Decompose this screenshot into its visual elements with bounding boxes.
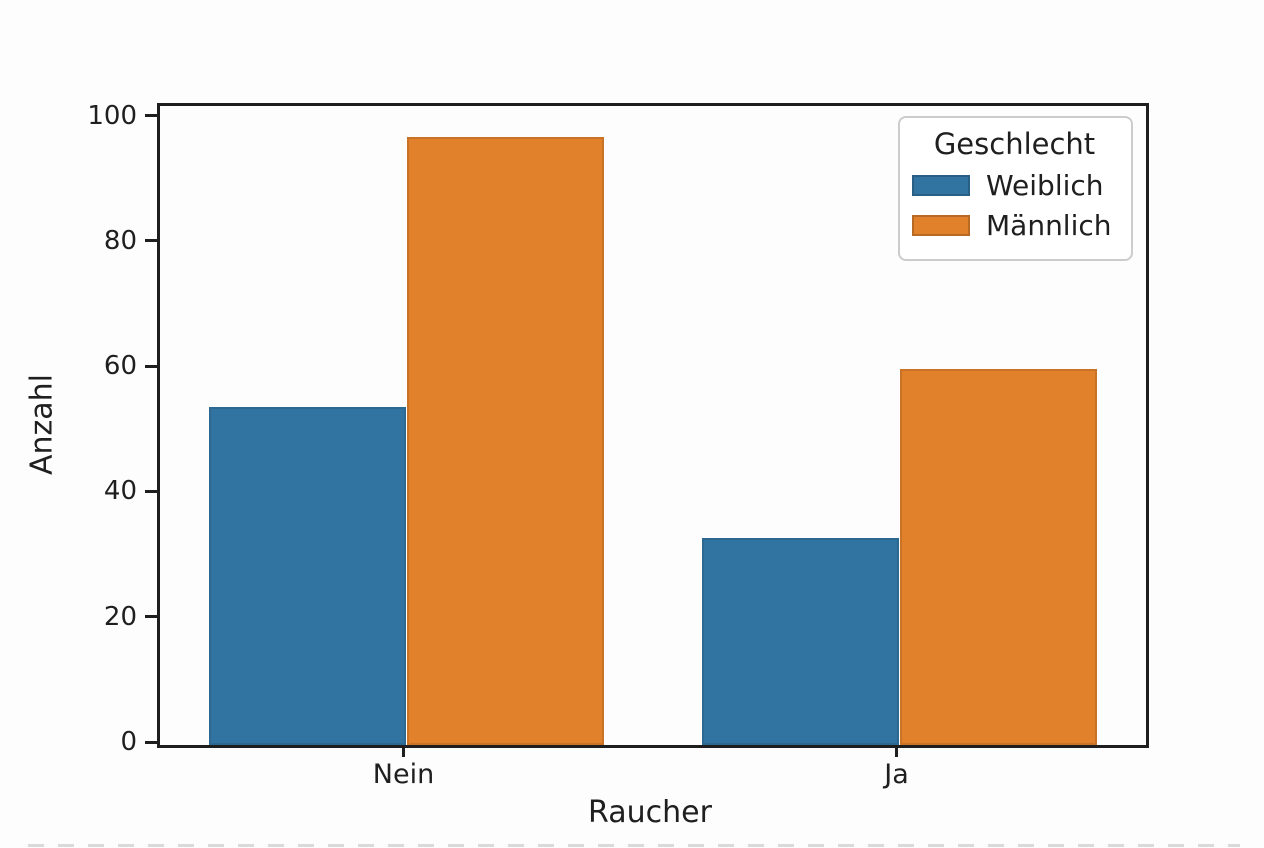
y-tick-mark-80: [145, 239, 157, 243]
y-tick-mark-100: [145, 114, 157, 118]
legend: Geschlecht Weiblich Männlich: [898, 116, 1133, 261]
x-tick-label-nein: Nein: [372, 759, 435, 790]
y-tick-label-0: 0: [120, 727, 137, 757]
legend-label-männlich: Männlich: [986, 209, 1112, 242]
y-tick-label-40: 40: [103, 476, 137, 507]
y-tick-label-100: 100: [87, 100, 137, 131]
x-axis-label: Raucher: [588, 795, 712, 830]
legend-rows: Weiblich Männlich: [912, 169, 1117, 242]
y-tick-label-20: 20: [103, 601, 137, 632]
legend-label-weiblich: Weiblich: [986, 169, 1104, 202]
legend-item-weiblich: Weiblich: [912, 169, 1117, 202]
plot-area: Geschlecht Weiblich Männlich: [157, 103, 1149, 748]
legend-swatch-männlich: [912, 215, 970, 236]
y-tick-mark-20: [145, 615, 157, 619]
legend-swatch-weiblich: [912, 175, 970, 196]
x-tick-label-ja: Ja: [884, 759, 909, 790]
bar-weiblich-nein: [209, 406, 407, 745]
bar-weiblich-ja: [702, 538, 900, 745]
bar-männlich-ja: [899, 369, 1097, 745]
y-axis-label: Anzahl: [24, 374, 60, 476]
bar-männlich-nein: [406, 137, 604, 745]
scan-artifact-line: [28, 844, 1240, 847]
y-tick-label-60: 60: [103, 351, 137, 382]
y-tick-label-80: 80: [103, 225, 137, 256]
y-tick-mark-40: [145, 489, 157, 493]
y-tick-mark-60: [145, 364, 157, 368]
x-tick-mark-ja: [895, 745, 898, 757]
y-tick-mark-0: [145, 740, 157, 744]
x-tick-mark-nein: [402, 745, 405, 757]
legend-item-männlich: Männlich: [912, 209, 1117, 242]
legend-title: Geschlecht: [933, 127, 1096, 161]
